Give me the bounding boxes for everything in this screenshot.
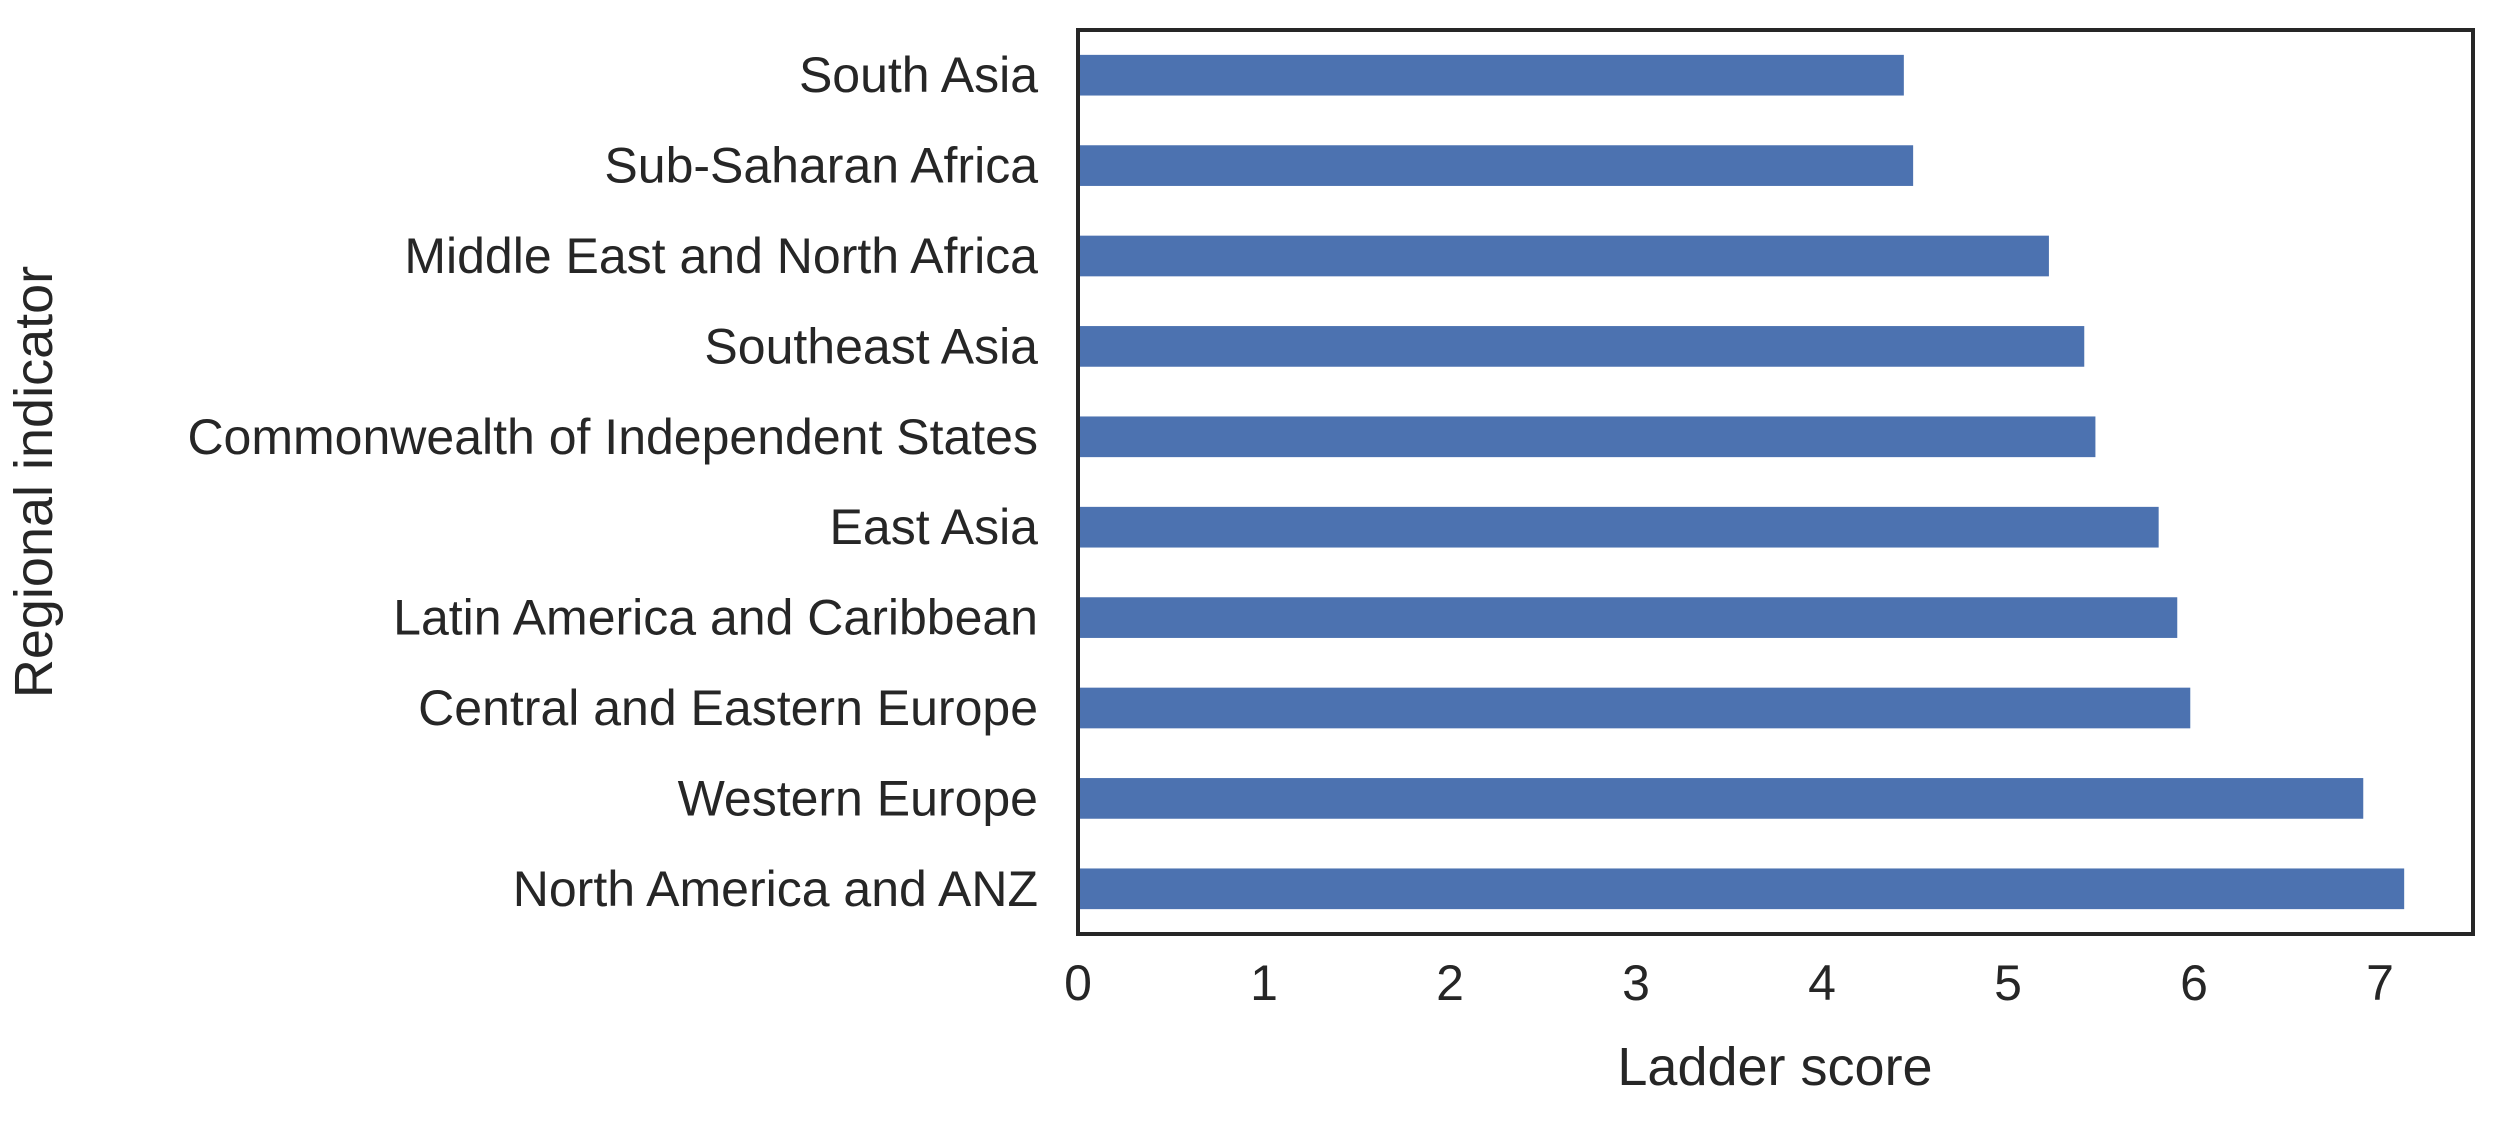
- x-tick-label: 0: [1064, 955, 1092, 1011]
- x-axis-label: Ladder score: [1617, 1037, 1932, 1097]
- bar: [1078, 235, 2049, 277]
- bar: [1078, 145, 1914, 186]
- x-tick-label: 7: [2366, 955, 2394, 1011]
- y-tick-label: South Asia: [799, 47, 1038, 103]
- x-tick-label: 4: [1808, 955, 1836, 1011]
- bar: [1078, 597, 2178, 638]
- x-tick-labels: 0 1 2 3 4 5 6 7: [1064, 955, 2394, 1011]
- bar: [1078, 506, 2159, 548]
- y-tick-label: East Asia: [830, 499, 1039, 555]
- y-axis-label: Regional indicator: [4, 266, 64, 698]
- x-tick-label: 1: [1250, 955, 1278, 1011]
- x-tick-label: 3: [1622, 955, 1650, 1011]
- y-tick-label: Sub-Saharan Africa: [604, 138, 1038, 194]
- y-tick-label: Middle East and North Africa: [404, 228, 1038, 284]
- bar: [1078, 326, 2085, 367]
- x-tick-label: 5: [1994, 955, 2022, 1011]
- y-tick-labels: South Asia Sub-Saharan Africa Middle East …: [187, 47, 1038, 917]
- bar: [1078, 54, 1904, 96]
- bar: [1078, 868, 2405, 910]
- x-tick-label: 2: [1436, 955, 1464, 1011]
- y-tick-label: Western Europe: [678, 770, 1038, 826]
- y-tick-label: Commonwealth of Independent States: [187, 409, 1038, 465]
- bar: [1078, 778, 2364, 819]
- plot-frame: [1076, 28, 2475, 936]
- y-tick-label: Central and Eastern Europe: [418, 680, 1038, 736]
- bar: [1078, 687, 2191, 729]
- x-tick-label: 6: [2180, 955, 2208, 1011]
- y-tick-label: Latin America and Caribbean: [393, 590, 1038, 646]
- y-tick-label: Southeast Asia: [704, 318, 1038, 374]
- y-tick-label: North America and ANZ: [513, 861, 1038, 917]
- bars-group: [1078, 54, 2405, 910]
- bar: [1078, 416, 2096, 458]
